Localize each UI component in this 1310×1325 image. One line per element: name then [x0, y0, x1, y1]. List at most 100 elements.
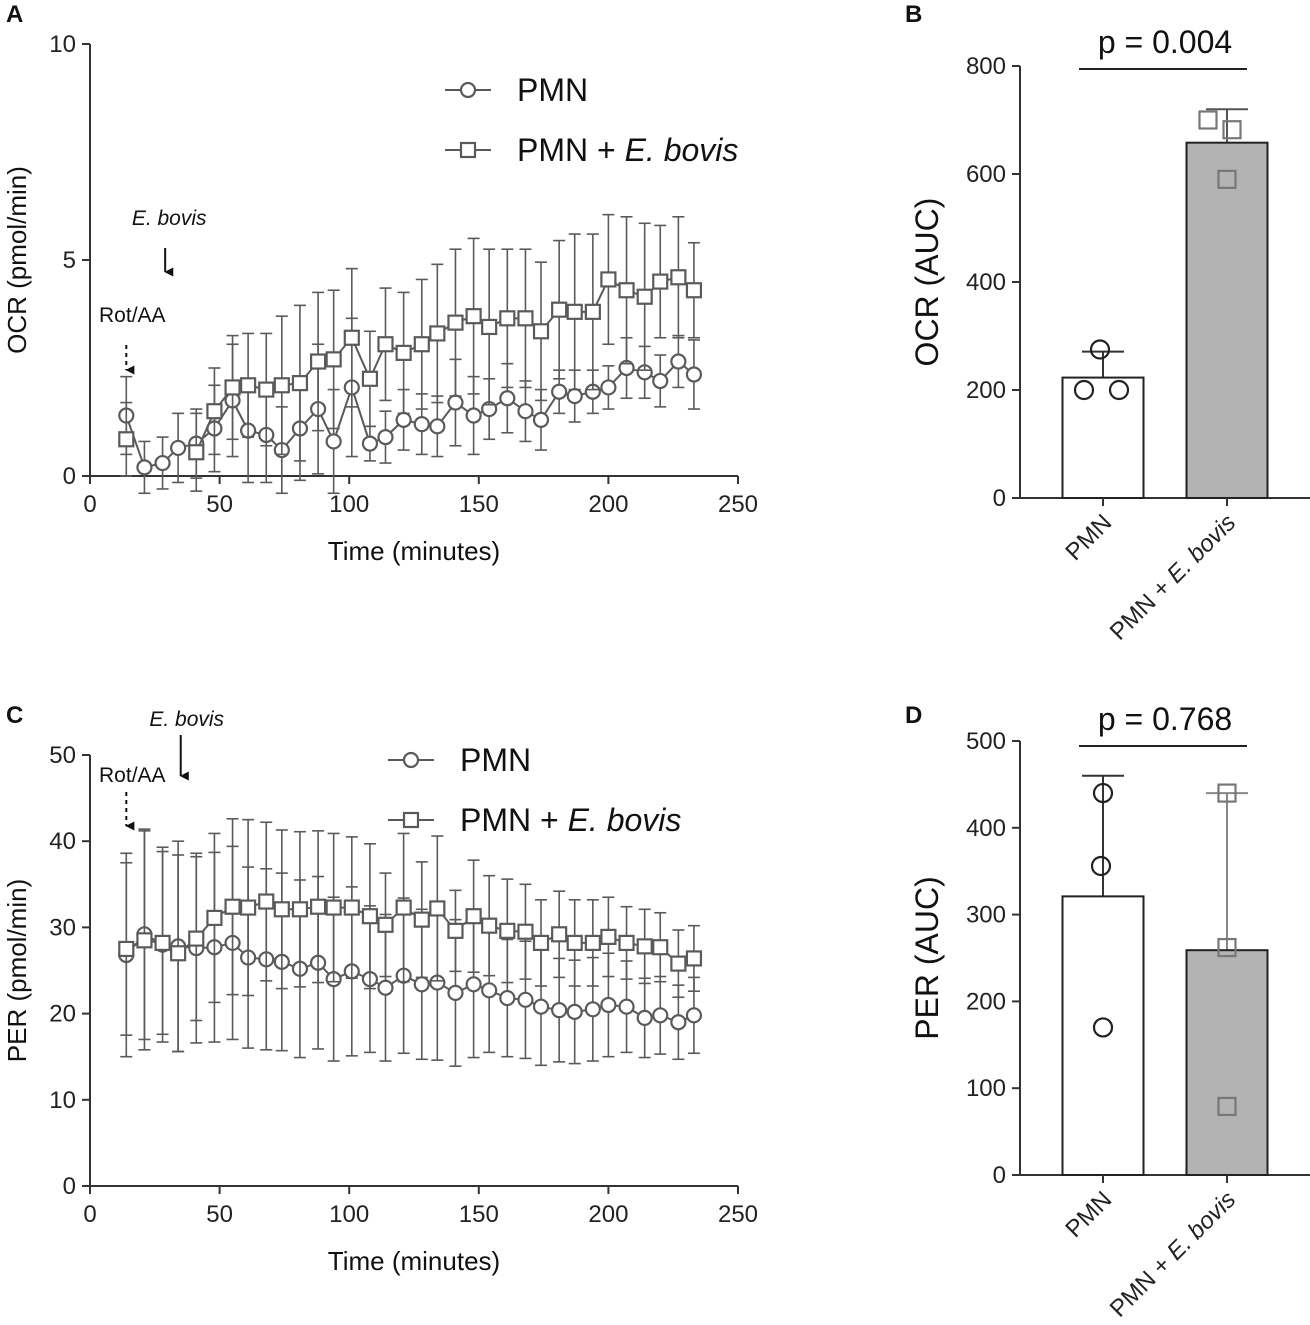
data-point [465, 407, 482, 424]
data-point [481, 318, 498, 336]
data-point [309, 898, 327, 915]
legend-marker [459, 81, 477, 99]
data-point [566, 934, 583, 952]
data-point [343, 899, 360, 916]
data-point [1092, 782, 1114, 804]
annotation-label: Rot/AA [99, 764, 166, 787]
data-point [670, 1014, 687, 1031]
category-label: PMN [1060, 1186, 1117, 1243]
data-point [685, 366, 703, 383]
legend-marker [459, 141, 477, 159]
data-point [481, 917, 498, 934]
series-circle [118, 828, 703, 1067]
y-tick-label: 5 [63, 247, 76, 274]
data-point [584, 303, 601, 320]
data-point [618, 282, 635, 299]
data-point [206, 403, 223, 420]
panel-label: D [905, 702, 922, 729]
legend-entry: PMN + E. bovis [445, 132, 738, 168]
data-point [309, 353, 327, 370]
legend-label: PMN + E. bovis [460, 802, 681, 838]
data-point [429, 325, 446, 342]
data-point [413, 336, 430, 353]
legend-entry: PMN + E. bovis [388, 802, 681, 838]
y-tick-label: 10 [49, 1087, 76, 1114]
annotation-label: E. bovis [149, 708, 224, 731]
data-point [1090, 855, 1112, 877]
data-point [532, 998, 550, 1015]
data-point [118, 431, 135, 448]
data-point [636, 288, 653, 305]
data-point [499, 922, 516, 939]
panel-label: C [6, 702, 23, 729]
data-point [343, 329, 360, 346]
data-point [291, 375, 309, 392]
data-point [447, 922, 464, 939]
data-point [136, 932, 153, 949]
y-tick-label: 600 [966, 161, 1006, 188]
data-point [395, 411, 412, 428]
data-point [170, 945, 187, 962]
data-point [517, 403, 534, 420]
data-point [1217, 1096, 1237, 1117]
data-point [499, 989, 516, 1007]
data-point [551, 383, 568, 400]
data-point [361, 908, 379, 925]
data-point [652, 939, 669, 956]
data-point [532, 323, 550, 340]
legend-label: PMN + E. bovis [517, 132, 738, 168]
data-point [685, 1007, 703, 1024]
p-value: p = 0.004 [1098, 24, 1232, 60]
data-point [670, 955, 687, 972]
series-square [118, 213, 703, 492]
data-point [499, 390, 516, 407]
y-axis-title: PER (AUC) [909, 876, 945, 1040]
data-point [600, 379, 617, 396]
data-point [1108, 379, 1130, 401]
data-point [1092, 1017, 1114, 1038]
y-tick-label: 30 [49, 914, 76, 941]
category-label: PMN [1060, 509, 1117, 566]
x-tick-label: 0 [83, 491, 96, 518]
x-tick-label: 250 [718, 1201, 758, 1228]
data-point [240, 899, 257, 916]
y-tick-label: 0 [63, 463, 76, 490]
data-point [188, 930, 205, 947]
data-point [1217, 169, 1237, 189]
x-tick-label: 250 [718, 491, 758, 518]
data-point [652, 1007, 669, 1024]
bar [1185, 141, 1269, 499]
data-point [170, 439, 187, 457]
data-point [447, 314, 464, 331]
annotation-label: Rot/AA [99, 304, 166, 327]
data-point [670, 269, 687, 286]
rot-aa-annotation: Rot/AA [99, 764, 166, 831]
panel-C: C 0 10 20 30 40 50 0 50 100 150 200 250 Time (minutes… [2, 702, 758, 1276]
legend-entry: PMN [445, 72, 588, 108]
data-point [532, 411, 550, 428]
x-tick-label: 100 [329, 1201, 369, 1228]
y-tick-label: 400 [966, 269, 1006, 296]
data-point [481, 982, 498, 999]
data-point [118, 940, 135, 958]
data-point [517, 991, 534, 1008]
data-point [429, 418, 446, 435]
data-point [377, 916, 394, 933]
data-point [413, 976, 430, 993]
x-axis-title: Time (minutes) [328, 1246, 500, 1276]
rot-aa-annotation: Rot/AA [99, 304, 166, 375]
data-point [325, 899, 342, 916]
data-point [429, 900, 446, 917]
data-point [361, 370, 379, 387]
data-point [273, 377, 290, 394]
p-value: p = 0.768 [1098, 701, 1232, 737]
data-point [465, 976, 482, 993]
data-point [618, 998, 635, 1015]
legend-entry: PMN [388, 742, 531, 778]
y-tick-label: 0 [993, 485, 1006, 512]
data-point [584, 934, 601, 952]
data-point [499, 310, 516, 327]
data-point [188, 444, 205, 461]
data-point [551, 926, 568, 943]
